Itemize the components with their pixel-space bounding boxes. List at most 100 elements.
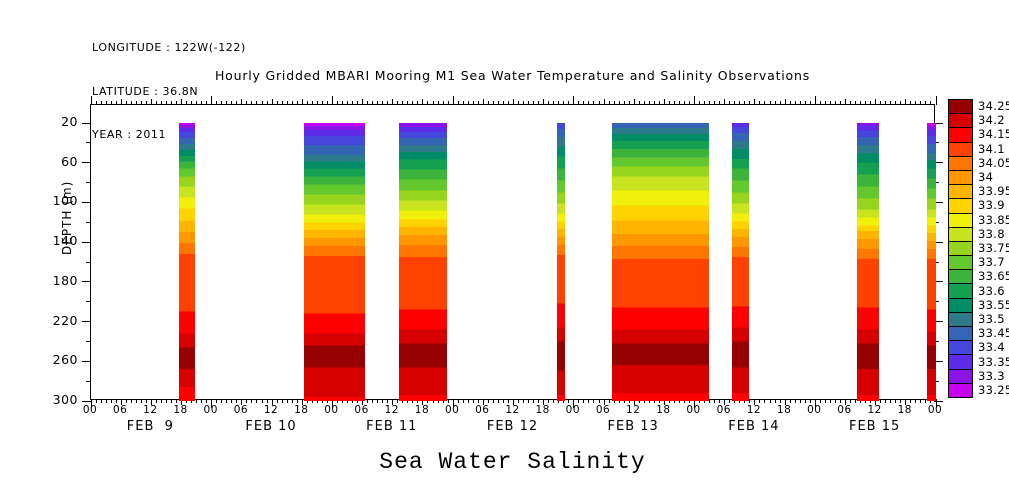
x-tick-bottom (367, 399, 369, 403)
x-tick-bottom (241, 399, 243, 405)
y-tick-right-minor (934, 380, 939, 382)
x-tick-top (633, 99, 635, 105)
x-tick-bottom (865, 399, 867, 403)
x-tick-top (930, 101, 932, 105)
colorbar-label: 33.95 (978, 184, 1009, 199)
x-tick-top (236, 101, 238, 105)
x-tick-top (895, 101, 897, 105)
x-tick-bottom (875, 399, 877, 405)
x-tick-bottom (930, 399, 932, 403)
x-tick-bottom (326, 399, 328, 403)
x-tick-bottom (583, 399, 585, 403)
x-tick-bottom (613, 399, 615, 403)
x-tick-bottom (678, 399, 680, 403)
colorbar-cell (948, 297, 973, 313)
x-tick-bottom (849, 399, 851, 403)
x-tick-bottom (900, 399, 902, 403)
x-tick-bottom (769, 399, 771, 403)
latitude-label: LATITUDE : 36.8N (92, 84, 199, 98)
x-tick-bottom (407, 399, 409, 403)
x-tick-top (678, 101, 680, 105)
colorbar-label: 33.7 (978, 255, 1005, 270)
x-tick-top (819, 101, 821, 105)
y-tick-label: 20 (61, 114, 78, 129)
x-tick-top (201, 101, 203, 105)
x-tick-top (890, 101, 892, 105)
x-tick-bottom (135, 399, 137, 403)
y-tick-left-minor (86, 380, 91, 382)
colorbar-label: 33.85 (978, 212, 1009, 227)
x-tick-top (150, 99, 152, 105)
band-feb9-evening (179, 123, 196, 401)
x-tick-top (336, 101, 338, 105)
x-tick-bottom (573, 399, 575, 408)
colorbar-cell (948, 368, 973, 384)
x-tick-top (834, 101, 836, 105)
x-hour-label: 18 (656, 404, 671, 416)
x-hour-label: 00 (686, 404, 701, 416)
colorbar-label: 34.25 (978, 99, 1009, 114)
y-tick-right-major (934, 162, 943, 164)
colorbar-label: 34.1 (978, 141, 1005, 156)
x-tick-top (528, 101, 530, 105)
colorbar-cell (948, 184, 973, 200)
x-tick-bottom (623, 399, 625, 403)
x-tick-top (593, 101, 595, 105)
y-tick-right-minor (934, 261, 939, 263)
x-tick-top (352, 101, 354, 105)
x-hour-label: 12 (384, 404, 399, 416)
x-tick-bottom (724, 399, 726, 405)
x-tick-bottom (608, 399, 610, 403)
y-tick-right-major (934, 281, 943, 283)
x-date-label: FEB 14 (728, 419, 780, 434)
x-tick-top (120, 99, 122, 105)
x-tick-top (291, 101, 293, 105)
y-tick-left-major (82, 281, 91, 283)
y-tick-left-major (82, 241, 91, 243)
x-tick-top (206, 101, 208, 105)
x-tick-bottom (472, 399, 474, 403)
x-tick-top (196, 101, 198, 105)
x-tick-bottom (568, 399, 570, 403)
x-tick-bottom (196, 399, 198, 403)
colorbar-label: 34.2 (978, 113, 1005, 128)
x-tick-bottom (331, 399, 333, 408)
x-date-label: FEB 15 (848, 419, 901, 434)
x-tick-bottom (201, 399, 203, 403)
x-tick-top (523, 101, 525, 105)
x-tick-bottom (316, 399, 318, 403)
x-tick-top (296, 101, 298, 105)
x-tick-top (276, 101, 278, 105)
x-tick-bottom (176, 399, 177, 403)
colorbar-cell (948, 326, 973, 342)
x-tick-top (860, 101, 862, 105)
x-tick-bottom (689, 399, 691, 403)
x-tick-top (231, 101, 233, 105)
colorbar-cell (948, 99, 973, 115)
x-tick-top (155, 101, 157, 105)
x-tick-top (311, 101, 313, 105)
x-tick-top (623, 101, 625, 105)
colorbar-label: 34 (978, 170, 994, 185)
x-tick-top (176, 101, 177, 105)
x-tick-bottom (719, 399, 721, 403)
x-tick-top (729, 101, 731, 105)
x-tick-bottom (880, 399, 882, 403)
x-tick-top (663, 99, 665, 105)
x-tick-bottom (271, 399, 273, 405)
x-tick-bottom (477, 399, 479, 403)
y-tick-label: 140 (52, 233, 78, 249)
x-tick-bottom (699, 399, 701, 403)
x-tick-bottom (844, 399, 846, 405)
x-tick-bottom (487, 399, 489, 403)
y-tick-right-minor (934, 142, 939, 144)
x-tick-bottom (191, 399, 193, 403)
x-tick-top (865, 101, 867, 105)
x-tick-top (221, 101, 223, 105)
band-feb14-morning (731, 123, 749, 401)
x-tick-bottom (673, 399, 675, 403)
x-tick-bottom (799, 399, 801, 403)
x-tick-bottom (834, 399, 836, 403)
x-tick-top (110, 101, 112, 105)
colorbar-cell (948, 113, 973, 129)
